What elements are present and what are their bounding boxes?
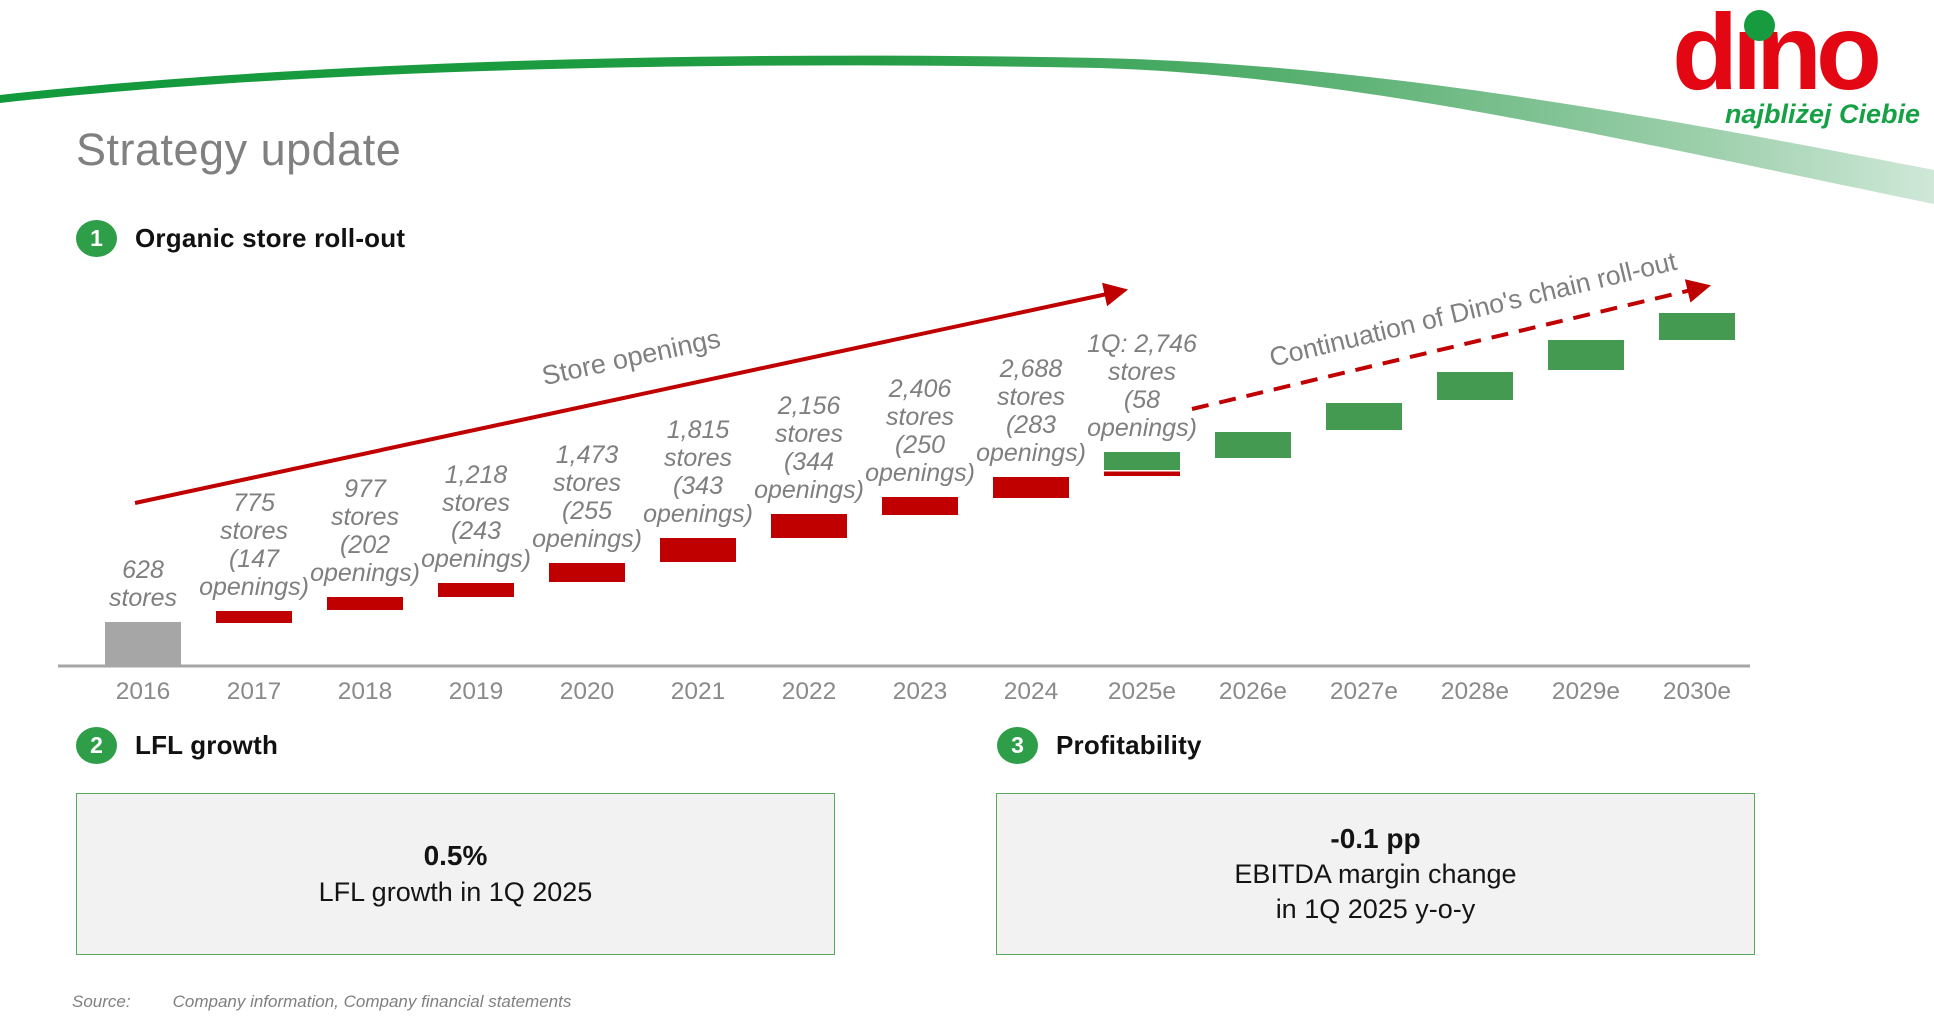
section-1-badge: 1 — [76, 220, 117, 257]
dino-logo-text: dıno — [1672, 0, 1882, 112]
lfl-growth-value: 0.5% — [423, 840, 488, 872]
bar-label-2023: 2,406 stores (250 openings) — [865, 375, 975, 487]
bar-2027e — [1326, 403, 1402, 430]
bar-label-2025e: 1Q: 2,746 stores (58 openings) — [1087, 330, 1197, 442]
bar-2025e — [1104, 452, 1180, 470]
x-axis-label-2016: 2016 — [116, 678, 171, 705]
bar-label-2018: 977 stores (202 openings) — [310, 475, 420, 587]
bar-label-2021: 1,815 stores (343 openings) — [643, 416, 753, 528]
bar-2016 — [105, 622, 181, 665]
profitability-box: -0.1 pp EBITDA margin change in 1Q 2025 … — [996, 793, 1755, 955]
section-3-badge: 3 — [997, 727, 1038, 764]
bar-2022 — [771, 514, 847, 538]
bar-2020 — [549, 563, 625, 582]
x-axis-label-2023: 2023 — [893, 678, 948, 705]
x-axis-label-2030e: 2030e — [1663, 678, 1731, 705]
x-axis-label-2017: 2017 — [227, 678, 282, 705]
bar-2019 — [438, 583, 514, 597]
bar-2018 — [327, 597, 403, 610]
x-axis-label-2018: 2018 — [338, 678, 393, 705]
dino-logo-word: dıno — [1672, 0, 1882, 106]
x-axis-label-2029e: 2029e — [1552, 678, 1620, 705]
profitability-value: -0.1 pp — [1330, 822, 1421, 854]
store-openings-arrow — [134, 282, 1129, 505]
x-axis-label-2028e: 2028e — [1441, 678, 1509, 705]
x-axis-label-2022: 2022 — [782, 678, 837, 705]
bar-label-2022: 2,156 stores (344 openings) — [754, 392, 864, 504]
x-axis-label-2025e: 2025e — [1108, 678, 1176, 705]
section-profitability: 3 Profitability — [997, 727, 1202, 764]
x-axis-label-2026e: 2026e — [1219, 678, 1287, 705]
bar-label-2020: 1,473 stores (255 openings) — [532, 441, 642, 553]
bar-2023 — [882, 497, 958, 515]
bar-label-2016: 628 stores — [109, 556, 177, 612]
section-1-label: Organic store roll-out — [135, 223, 406, 253]
section-3-label: Profitability — [1056, 730, 1202, 760]
section-lfl-growth: 2 LFL growth — [76, 727, 278, 764]
bar-2026e — [1215, 432, 1291, 458]
x-axis-label-2021: 2021 — [671, 678, 726, 705]
page-title: Strategy update — [76, 124, 402, 175]
x-axis-label-2027e: 2027e — [1330, 678, 1398, 705]
bar-label-2019: 1,218 stores (243 openings) — [421, 461, 531, 573]
source-footnote: Source: Company information, Company fina… — [72, 992, 571, 1012]
profitability-caption-line2: in 1Q 2025 y-o-y — [1275, 894, 1476, 925]
profitability-caption-line1: EBITDA margin change — [1234, 859, 1517, 890]
x-axis-label-2020: 2020 — [560, 678, 615, 705]
section-2-label: LFL growth — [135, 730, 279, 760]
bar-2030e — [1659, 313, 1735, 340]
section-organic-store-rollout: 1 Organic store roll-out — [76, 220, 405, 257]
source-label: Source: — [72, 992, 131, 1011]
bar-2021 — [660, 538, 736, 562]
dino-logo-tagline: najbliżej Ciebie — [1724, 99, 1920, 130]
bar-2025e-q1-strip — [1104, 471, 1180, 476]
bar-label-2017: 775 stores (147 openings) — [199, 489, 309, 601]
lfl-growth-caption: LFL growth in 1Q 2025 — [318, 876, 593, 907]
lfl-growth-box: 0.5% LFL growth in 1Q 2025 — [76, 793, 835, 955]
bar-2017 — [216, 611, 292, 623]
bar-label-2024: 2,688 stores (283 openings) — [976, 355, 1086, 467]
x-axis-label-2024: 2024 — [1004, 678, 1059, 705]
swoosh-decoration — [0, 55, 1934, 204]
dino-logo-green-dot-icon — [1744, 10, 1776, 41]
source-text: Company information, Company financial s… — [172, 992, 572, 1011]
dino-logo: dıno najbliżej Ciebie — [1650, 0, 1920, 130]
section-2-badge: 2 — [76, 727, 117, 764]
bar-2024 — [993, 477, 1069, 498]
continuation-arrow — [1191, 279, 1712, 411]
bar-2028e — [1437, 372, 1513, 400]
x-axis-label-2019: 2019 — [449, 678, 504, 705]
bar-2029e — [1548, 340, 1624, 370]
